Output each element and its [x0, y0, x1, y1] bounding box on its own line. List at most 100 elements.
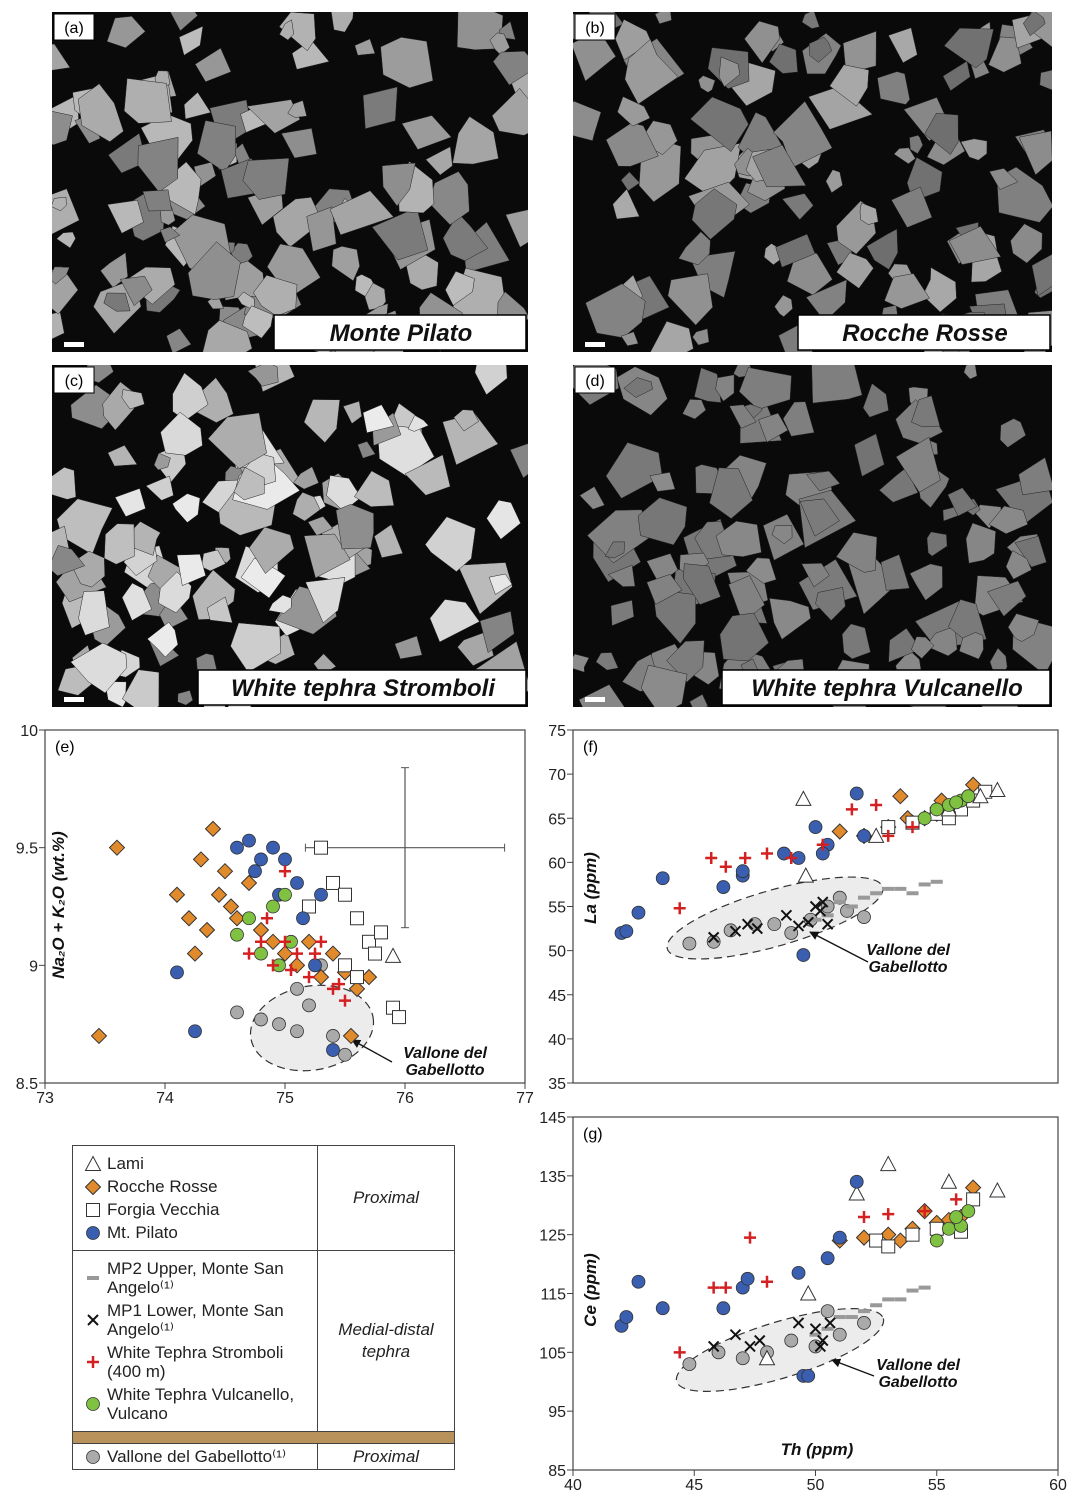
x-tick-label: 77 — [516, 1090, 534, 1107]
point — [267, 959, 279, 972]
point — [254, 852, 268, 867]
point — [338, 1047, 352, 1062]
point — [631, 905, 646, 920]
legend-swatch — [87, 1276, 99, 1280]
grain — [942, 60, 971, 92]
point — [796, 948, 811, 962]
y-tick-label: 55 — [548, 900, 566, 917]
grain — [56, 231, 76, 249]
label-box — [53, 13, 95, 41]
y-tick-label: 35 — [548, 1076, 566, 1093]
y-tick-label: 145 — [539, 1110, 566, 1127]
point — [254, 946, 268, 961]
grain — [715, 374, 735, 402]
grain — [1018, 130, 1052, 176]
point — [188, 1024, 202, 1039]
grain — [884, 273, 930, 309]
grain — [719, 612, 770, 662]
point — [882, 1297, 895, 1302]
grain — [960, 138, 988, 161]
grain — [862, 383, 889, 418]
point — [362, 934, 376, 949]
grain — [866, 228, 899, 270]
point — [741, 918, 754, 930]
point — [817, 1334, 829, 1347]
grain — [287, 100, 308, 118]
point — [254, 1012, 268, 1027]
caption-box — [721, 669, 1051, 706]
point — [754, 1334, 766, 1347]
point — [950, 1193, 963, 1206]
legend-marker — [87, 1314, 99, 1326]
legend-swatch — [86, 1225, 100, 1240]
point — [279, 935, 291, 948]
point — [230, 840, 244, 855]
point — [767, 917, 782, 932]
grain — [811, 365, 863, 404]
grain — [922, 266, 957, 313]
grain — [888, 27, 918, 64]
grain — [836, 252, 874, 289]
legend-marker — [87, 1276, 99, 1280]
grain — [891, 186, 933, 228]
point — [90, 1027, 108, 1045]
grain — [230, 622, 282, 673]
point — [802, 916, 814, 929]
point — [170, 965, 184, 980]
grain — [153, 452, 171, 471]
grain — [137, 136, 179, 193]
grain — [357, 441, 376, 459]
point — [855, 1229, 873, 1246]
grain — [963, 365, 978, 380]
grain — [70, 642, 127, 694]
legend-marker — [84, 1178, 102, 1195]
legend-label: Vallone del Gabellotto⁽¹⁾ — [107, 1447, 287, 1466]
grain — [1031, 254, 1052, 297]
grain — [718, 56, 741, 88]
point — [168, 886, 186, 903]
point — [302, 998, 316, 1013]
point — [204, 820, 222, 838]
grain — [207, 412, 267, 470]
point — [792, 920, 805, 932]
point — [949, 1210, 964, 1224]
point — [918, 882, 931, 887]
point — [705, 851, 718, 864]
point — [735, 864, 750, 879]
grain — [281, 128, 317, 159]
point — [780, 909, 793, 922]
legend-band — [72, 1431, 455, 1444]
y-tick-label: 95 — [548, 1404, 566, 1421]
point — [291, 947, 303, 960]
grain — [959, 632, 984, 660]
grain — [335, 504, 374, 550]
point — [706, 934, 721, 949]
grain — [330, 12, 354, 33]
caption-box — [273, 314, 527, 351]
legend-entry: Mt. Pilato — [79, 1221, 311, 1244]
grain — [166, 328, 192, 352]
point — [809, 1332, 822, 1337]
x-tick-label: 76 — [396, 1090, 414, 1107]
grain — [453, 409, 480, 432]
grain — [425, 146, 453, 176]
legend-label: Rocche Rosse — [107, 1177, 218, 1196]
point — [192, 851, 210, 868]
legend-label: White Tephra Vulcanello, Vulcano — [107, 1385, 295, 1423]
chart-label: (f) — [583, 739, 598, 756]
x-tick-label: 75 — [276, 1090, 294, 1107]
point — [278, 887, 292, 902]
panel-label: (b) — [585, 20, 605, 37]
point — [989, 1181, 1006, 1198]
x-axis-label: Th (ppm) — [781, 1440, 854, 1459]
legend-entries: MP2 Upper, Monte San Angelo⁽¹⁾ MP1 Lower,… — [72, 1250, 318, 1432]
point — [906, 821, 919, 834]
point — [682, 936, 697, 951]
point — [302, 899, 316, 914]
y-tick-label: 9 — [29, 958, 38, 975]
y-tick-label: 9.5 — [16, 841, 38, 858]
grain — [354, 38, 376, 56]
point — [285, 964, 297, 977]
grain — [247, 365, 279, 387]
